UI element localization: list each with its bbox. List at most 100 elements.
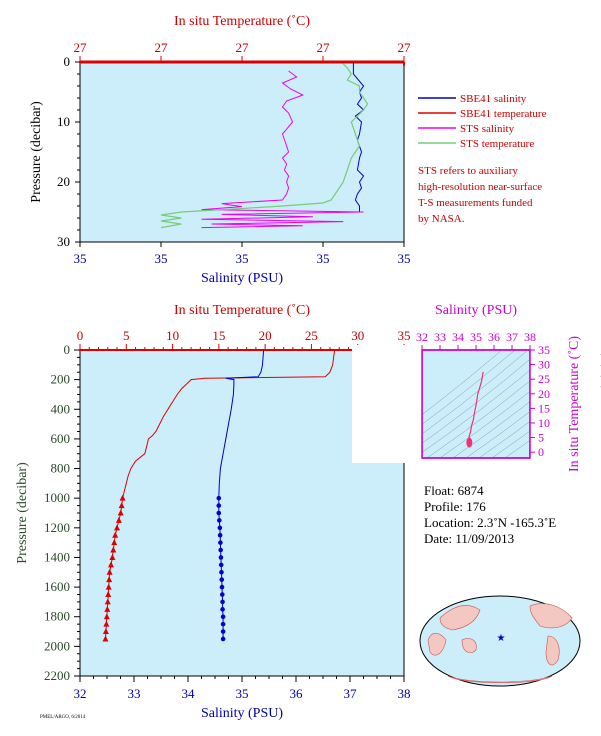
salinity-marker xyxy=(216,510,222,516)
temperature-marker xyxy=(102,628,109,635)
salinity-marker xyxy=(219,569,224,575)
note-line: high-resolution near-surface xyxy=(418,181,542,193)
ts-temperature-tick-label: 20 xyxy=(538,387,550,401)
salinity-tick-label: 38 xyxy=(398,686,411,701)
temperature-marker xyxy=(105,591,112,597)
temperature-line xyxy=(105,349,336,640)
series-line-sts-salinity xyxy=(201,70,364,229)
ts-temperature-tick-label: 10 xyxy=(538,416,550,430)
temperature-marker xyxy=(104,598,111,605)
pressure-tick-label: 20 xyxy=(57,174,70,189)
float-location-star-icon: ★ xyxy=(497,633,506,644)
pressure-tick-label: 2000 xyxy=(44,638,70,653)
salinity-tick-label: 35 xyxy=(236,251,249,266)
salinity-tick-label: 35 xyxy=(317,251,330,266)
temperature-tick-label: 35 xyxy=(398,328,411,343)
pressure-tick-label: 400 xyxy=(51,401,71,416)
salinity-marker xyxy=(220,636,226,642)
ts-mask-left xyxy=(352,345,422,463)
temperature-marker xyxy=(109,553,116,560)
note-line: STS refers to auxiliary xyxy=(418,165,518,177)
date-text: Date: 11/09/2013 xyxy=(424,531,514,546)
bottom-pressure-axis-label: Pressure (decibar) xyxy=(15,462,30,564)
temperature-marker xyxy=(119,494,126,501)
ts-temperature-tick-label: 15 xyxy=(538,401,550,415)
bottom-temperature-axis-label: In situ Temperature (˚C) xyxy=(174,303,310,318)
legend-label: SBE41 temperature xyxy=(460,108,547,120)
world-map: ★ xyxy=(419,595,581,687)
temperature-tick-label: 27 xyxy=(317,40,331,55)
salinity-tick-label: 35 xyxy=(155,251,168,266)
ts-salinity-tick-label: 32 xyxy=(416,330,428,344)
temperature-tick-label: 27 xyxy=(155,40,169,55)
top-salinity-axis-label: Salinity (PSU) xyxy=(201,271,283,286)
temperature-marker xyxy=(108,561,115,568)
float-id-text: Float: 6874 xyxy=(424,483,484,498)
temperature-marker xyxy=(102,635,109,642)
float-info: Float: 6874 Profile: 176 Location: 2.3˚N… xyxy=(424,483,556,546)
top-temperature-axis-label: In situ Temperature (˚C) xyxy=(174,14,310,29)
salinity-marker xyxy=(220,607,225,612)
temperature-marker xyxy=(117,509,124,516)
temperature-marker xyxy=(118,502,125,509)
temperature-tick-label: 25 xyxy=(305,328,318,343)
deep-profile-chart: 0 5 10 15 20 25 30 35 32 33 34 35 36 37 38 0 200 400 600 80… xyxy=(15,303,411,721)
temperature-tick-label: 15 xyxy=(212,328,225,343)
pressure-tick-label: 1600 xyxy=(44,579,70,594)
salinity-marker xyxy=(220,621,226,627)
salinity-tick-label: 37 xyxy=(344,686,358,701)
sts-note: STS refers to auxiliary high-resolution … xyxy=(418,165,542,225)
temperature-marker xyxy=(111,539,118,546)
pressure-tick-label: 600 xyxy=(51,431,71,446)
ts-mask-right xyxy=(530,345,600,463)
ts-salinity-tick-label: 38 xyxy=(524,330,536,344)
salinity-marker xyxy=(218,540,223,545)
legend: SBE41 salinity SBE41 temperature STS salin… xyxy=(418,93,547,150)
note-line: T-S measurements funded xyxy=(418,197,533,209)
salinity-marker xyxy=(220,629,226,634)
ts-salinity-tick-label: 33 xyxy=(434,330,446,344)
salinity-tick-label: 33 xyxy=(128,686,141,701)
salinity-marker xyxy=(219,592,225,597)
salinity-marker xyxy=(219,584,225,590)
pressure-tick-label: 1200 xyxy=(44,520,70,535)
temperature-marker xyxy=(110,546,117,553)
ts-salinity-tick-label: 34 xyxy=(452,330,464,344)
salinity-tick-label: 36 xyxy=(290,686,304,701)
credit-text: PMEL/ARGO, 6/2014 xyxy=(40,715,86,720)
location-text: Location: 2.3˚N -165.3˚E xyxy=(424,515,556,530)
ts-temperature-tick-label: 25 xyxy=(538,372,550,386)
salinity-marker xyxy=(220,599,225,605)
note-line: by NASA. xyxy=(418,213,465,225)
salinity-tick-label: 34 xyxy=(182,686,196,701)
ts-temperature-tick-label: 30 xyxy=(538,358,550,372)
near-surface-profile-chart: 27 27 27 27 27 35 35 35 35 35 0 10 20 30 In situ Tempe… xyxy=(29,14,411,286)
bottom-salinity-axis-label: Salinity (PSU) xyxy=(201,706,283,721)
temperature-tick-label: 10 xyxy=(166,328,179,343)
plot-area xyxy=(79,349,405,677)
ts-title: Salinity (PSU) xyxy=(435,303,517,318)
temperature-marker xyxy=(103,620,110,627)
temperature-tick-label: 27 xyxy=(398,40,412,55)
salinity-tick-label: 35 xyxy=(398,251,411,266)
temperature-marker xyxy=(106,568,113,575)
series-line-sts-temperature xyxy=(160,63,369,229)
pressure-tick-label: 1000 xyxy=(44,490,70,505)
temperature-marker xyxy=(104,605,111,612)
ts-temperature-tick-label: 35 xyxy=(538,343,550,357)
temperature-marker xyxy=(103,613,110,620)
pressure-tick-label: 10 xyxy=(57,114,70,129)
pressure-tick-label: 200 xyxy=(51,372,71,387)
salinity-tick-label: 32 xyxy=(74,686,87,701)
top-pressure-axis-label: Pressure (decibar) xyxy=(29,101,44,203)
temperature-marker xyxy=(114,524,121,531)
legend-label: STS salinity xyxy=(460,123,515,135)
salinity-marker xyxy=(220,614,226,620)
pressure-tick-label: 1800 xyxy=(44,609,70,624)
salinity-marker xyxy=(217,532,223,538)
salinity-marker xyxy=(216,503,222,508)
ts-salinity-tick-label: 37 xyxy=(506,330,518,344)
temperature-tick-label: 27 xyxy=(74,40,88,55)
